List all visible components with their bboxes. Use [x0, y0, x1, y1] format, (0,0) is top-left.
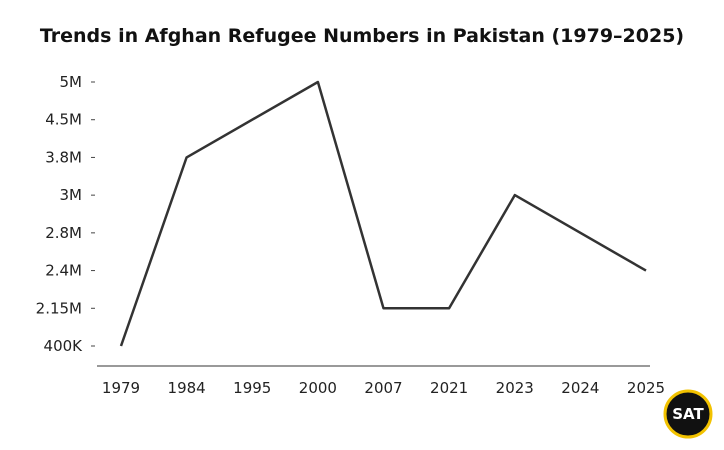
y-tick-label: 4.5M [45, 111, 82, 129]
x-tick-label: 2000 [299, 379, 337, 397]
x-tick-label: 1984 [168, 379, 206, 397]
x-tick-label: 2021 [430, 379, 468, 397]
y-tick-label: 5M [60, 73, 83, 91]
x-tick-label: 2023 [496, 379, 534, 397]
logo-ring [663, 389, 713, 439]
y-tick-label: 2.8M [45, 224, 82, 242]
y-tick-label: 2.15M [36, 299, 82, 317]
logo-text: SAT [672, 405, 704, 423]
chart-title: Trends in Afghan Refugee Numbers in Paki… [40, 25, 684, 47]
y-axis: 400K 2.15M 2.4M 2.8M 3M 3.8M 4.5M 5M [36, 73, 95, 355]
y-tick-label: 3M [60, 186, 83, 204]
x-axis: 1979 1984 1995 2000 2007 2021 2023 2024 2025 [102, 379, 665, 397]
series-group [119, 80, 647, 347]
y-tick-label: 400K [44, 337, 84, 355]
y-tick-label: 2.4M [45, 262, 82, 280]
x-tick-label: 1995 [233, 379, 271, 397]
series-line [119, 80, 647, 347]
x-tick-label: 2025 [627, 379, 665, 397]
y-tick-label: 3.8M [45, 148, 82, 166]
logo: SAT [663, 389, 713, 439]
x-tick-label: 2007 [364, 379, 402, 397]
x-tick-label: 2024 [561, 379, 599, 397]
x-tick-label: 1979 [102, 379, 140, 397]
